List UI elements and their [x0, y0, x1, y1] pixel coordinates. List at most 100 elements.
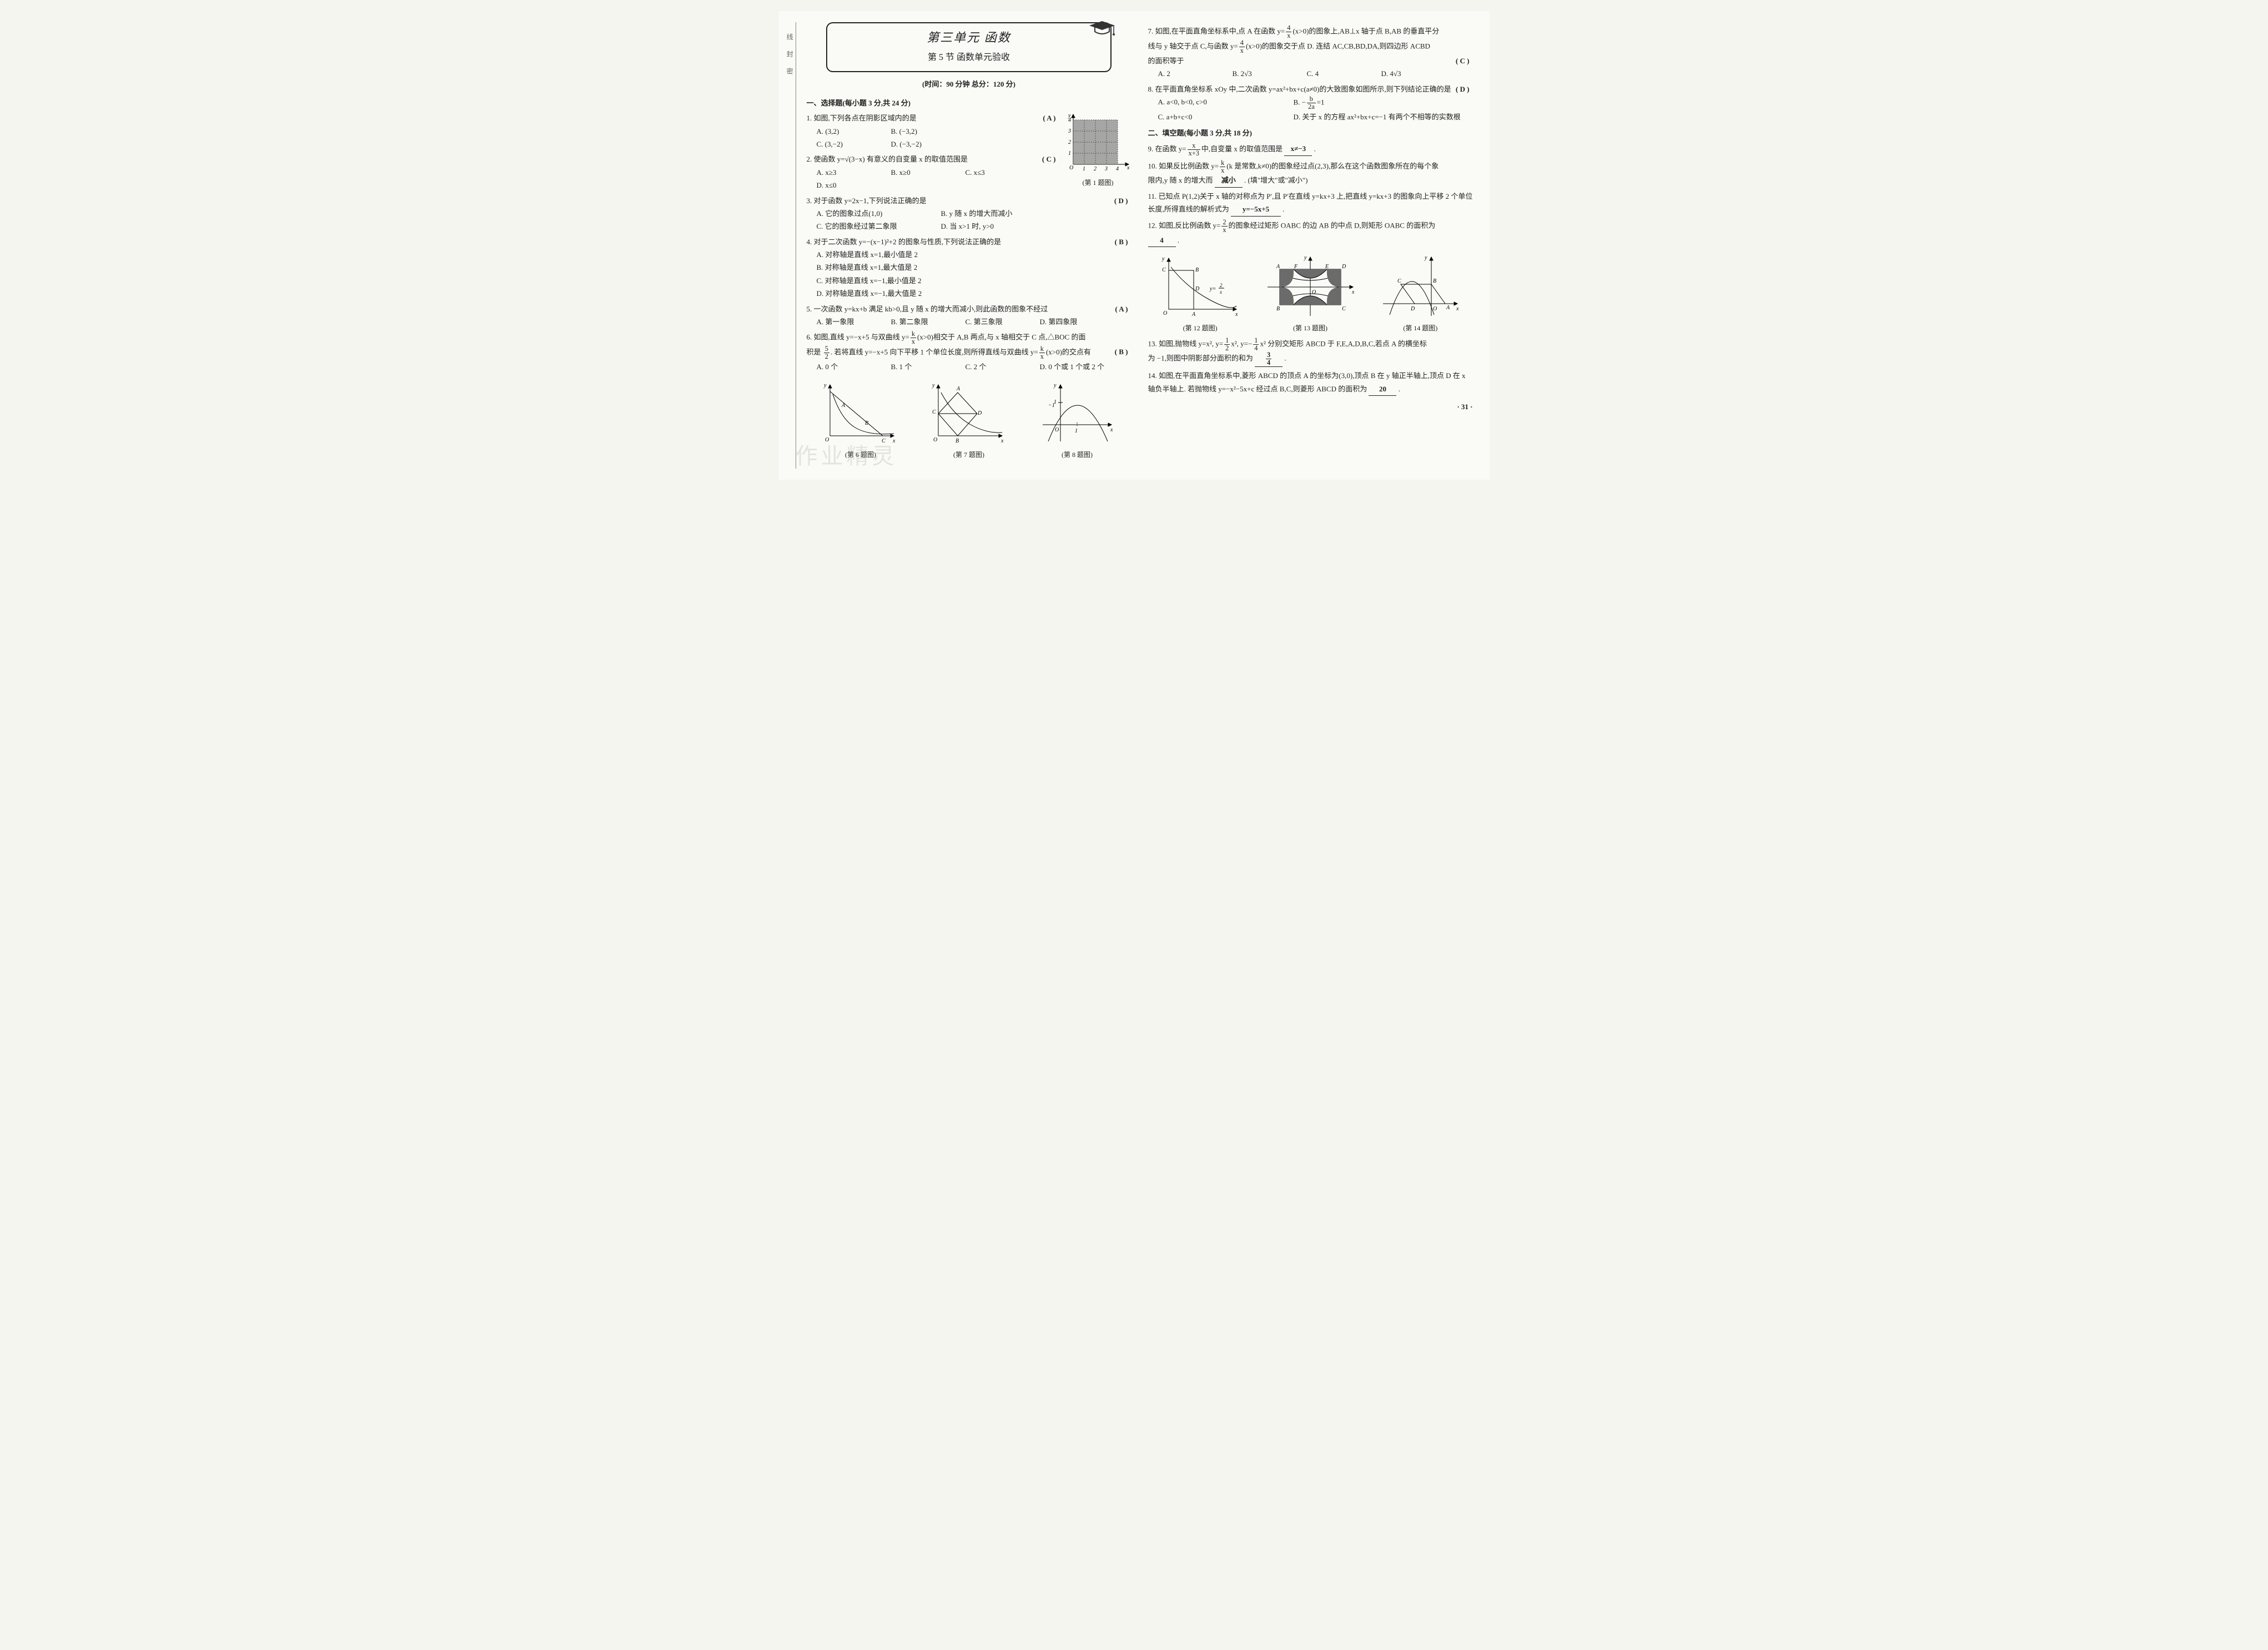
exam-page: 线 封 密 第三单元 函数 第 5 节 函数单元验收 (时间：90 分钟 总分：…: [779, 11, 1490, 480]
q7-A: A. 2: [1158, 67, 1219, 80]
q7-ans: C: [1460, 57, 1465, 65]
fig13: Oxy AFED BC (第 13 题图): [1263, 254, 1357, 335]
q10-c: 限内,y 随 x 的增大而: [1148, 176, 1213, 184]
q6-stem-c: 积是: [807, 348, 821, 356]
svg-text:A: A: [956, 386, 960, 392]
q7-e: 的面积等于: [1148, 57, 1184, 65]
svg-text:O: O: [1069, 165, 1073, 171]
q14: 14. 如图,在平面直角坐标系中,菱形 ABCD 的顶点 A 的坐标为(3,0)…: [1148, 369, 1473, 396]
svg-text:x: x: [1127, 165, 1130, 171]
q12-a: 12. 如图,反比例函数 y=: [1148, 221, 1221, 229]
q13-ans: 34: [1255, 351, 1283, 367]
svg-text:y: y: [932, 383, 935, 389]
q7-B: B. 2√3: [1233, 67, 1294, 80]
right-column: 7. 如图,在平面直角坐标系中,点 A 在函数 y=4x(x>0)的图象上,AB…: [1148, 22, 1473, 463]
q4: 4. 对于二次函数 y=−(x−1)²+2 的图象与性质,下列说法正确的是 ( …: [807, 235, 1132, 300]
svg-text:x: x: [1110, 427, 1113, 433]
svg-text:F: F: [1294, 264, 1298, 270]
svg-text:y: y: [1161, 256, 1165, 262]
graduation-cap-icon: [1088, 19, 1116, 39]
q1-stem: 1. 如图,下列各点在阴影区域内的是: [807, 114, 917, 122]
header-box: 第三单元 函数 第 5 节 函数单元验收: [826, 22, 1112, 72]
svg-text:x: x: [892, 438, 896, 444]
svg-text:D: D: [1410, 306, 1415, 312]
q8-B: B. −b2a=1: [1294, 95, 1355, 110]
svg-text:C: C: [1397, 278, 1401, 284]
q12-ans: 4: [1148, 234, 1176, 247]
fig12: Oxy ABC D y=2 x (第 12 题图): [1159, 254, 1242, 335]
q3-D: D. 当 x>1 时, y>0: [941, 220, 1002, 233]
q13-a: 13. 如图,抛物线 y=x², y=: [1148, 339, 1224, 348]
svg-text:O: O: [1312, 289, 1316, 295]
q8: 8. 在平面直角坐标系 xOy 中,二次函数 y=ax²+bx+c(a≠0)的大…: [1148, 83, 1473, 124]
svg-text:C: C: [932, 409, 936, 415]
q9: 9. 在函数 y=xx+3中,自变量 x 的取值范围是 x≠−3 .: [1148, 142, 1473, 157]
section2-head: 二、填空题(每小题 3 分,共 18 分): [1148, 127, 1473, 139]
q3-stem: 3. 对于函数 y=2x−1,下列说法正确的是: [807, 197, 927, 205]
q2-B: B. x≥0: [891, 166, 952, 179]
q10-a: 10. 如果反比例函数 y=: [1148, 162, 1219, 170]
q5-B: B. 第二象限: [891, 315, 952, 328]
svg-text:D: D: [1341, 264, 1346, 270]
svg-text:B: B: [865, 420, 868, 426]
svg-text:2: 2: [1094, 166, 1097, 172]
svg-text:y=: y=: [1209, 286, 1216, 292]
q11-ans: y=−5x+5: [1231, 203, 1281, 216]
q3-A: A. 它的图象过点(1,0): [817, 207, 928, 220]
page-number: · 31 ·: [1148, 400, 1473, 413]
fig14: Oxy ABCD (第 14 题图): [1379, 254, 1462, 335]
q1-caption: (第 1 题图): [1065, 177, 1132, 189]
q6-B: B. 1 个: [891, 360, 952, 373]
svg-text:O: O: [825, 437, 829, 443]
svg-text:D: D: [977, 410, 982, 416]
svg-text:x: x: [1456, 306, 1459, 312]
q7: 7. 如图,在平面直角坐标系中,点 A 在函数 y=4x(x>0)的图象上,AB…: [1148, 24, 1473, 81]
q4-D: D. 对称轴是直线 x=−1,最大值是 2: [817, 287, 1132, 300]
figures-6-7-8: Oxy ABC (第 6 题图) Oxy: [807, 380, 1132, 461]
svg-text:3: 3: [1104, 166, 1108, 172]
unit-title: 第三单元 函数: [837, 27, 1101, 49]
q7-c: 线与 y 轴交于点 C,与函数 y=: [1148, 42, 1238, 50]
q6-D: D. 0 个或 1 个或 2 个: [1040, 360, 1129, 373]
q5-A: A. 第一象限: [817, 315, 878, 328]
q9-b: 中,自变量 x 的取值范围是: [1201, 144, 1283, 153]
svg-text:O: O: [1163, 310, 1167, 316]
q14-ans: 20: [1369, 383, 1396, 396]
svg-text:O: O: [1433, 306, 1437, 312]
svg-text:1: 1: [1068, 150, 1071, 157]
q1-D: D. (−3,−2): [891, 138, 952, 150]
q10-ans: 减小: [1215, 174, 1243, 187]
q5-D: D. 第四象限: [1040, 315, 1101, 328]
q12-b: 的图象经过矩形 OABC 的边 AB 的中点 D,则矩形 OABC 的面积为: [1229, 221, 1436, 229]
q13-b: x², y=−: [1231, 339, 1252, 348]
svg-text:C: C: [1342, 306, 1346, 312]
fig12-caption: (第 12 题图): [1159, 323, 1242, 335]
q2-C: C. x≤3: [965, 166, 1027, 179]
svg-text:2: 2: [1068, 139, 1071, 145]
q11-stem: 11. 已知点 P(1,2)关于 x 轴的对称点为 P′,且 P′在直线 y=k…: [1148, 192, 1473, 213]
q6-stem-a: 6. 如图,直线 y=−x+5 与双曲线 y=: [807, 333, 909, 341]
svg-text:B: B: [1276, 306, 1280, 312]
svg-text:C: C: [1162, 267, 1166, 273]
q10-d: . (填"增大"或"减小"): [1244, 176, 1308, 184]
svg-text:x: x: [1219, 289, 1222, 295]
q4-A: A. 对称轴是直线 x=1,最小值是 2: [817, 248, 1132, 261]
q4-ans: B: [1119, 238, 1124, 246]
q12: 12. 如图,反比例函数 y=2x的图象经过矩形 OABC 的边 AB 的中点 …: [1148, 219, 1473, 247]
fig8-caption: (第 8 题图): [1038, 449, 1116, 461]
q6-stem-d: . 若将直线 y=−x+5 向下平移 1 个单位长度,则所得直线与双曲线 y=: [831, 348, 1038, 356]
q14-stem: 14. 如图,在平面直角坐标系中,菱形 ABCD 的顶点 A 的坐标为(3,0)…: [1148, 371, 1466, 393]
svg-text:A: A: [1276, 264, 1280, 270]
svg-text:A: A: [1191, 311, 1196, 318]
q4-stem: 4. 对于二次函数 y=−(x−1)²+2 的图象与性质,下列说法正确的是: [807, 238, 1002, 246]
q13: 13. 如图,抛物线 y=x², y=12x², y=−14x² 分别交矩形 A…: [1148, 337, 1473, 368]
svg-text:1: 1: [1075, 428, 1078, 434]
q7-b: (x>0)的图象上,AB⊥x 轴于点 B,AB 的垂直平分: [1293, 27, 1439, 35]
q7-D: D. 4√3: [1381, 67, 1442, 80]
q4-C: C. 对称轴是直线 x=−1,最小值是 2: [817, 274, 1132, 287]
svg-text:x: x: [1000, 438, 1004, 444]
svg-text:E: E: [1325, 264, 1329, 270]
q5-C: C. 第三象限: [965, 315, 1027, 328]
q5-stem: 5. 一次函数 y=kx+b 满足 kb>0,且 y 随 x 的增大而减小,则此…: [807, 305, 1048, 313]
svg-text:y: y: [823, 383, 827, 389]
